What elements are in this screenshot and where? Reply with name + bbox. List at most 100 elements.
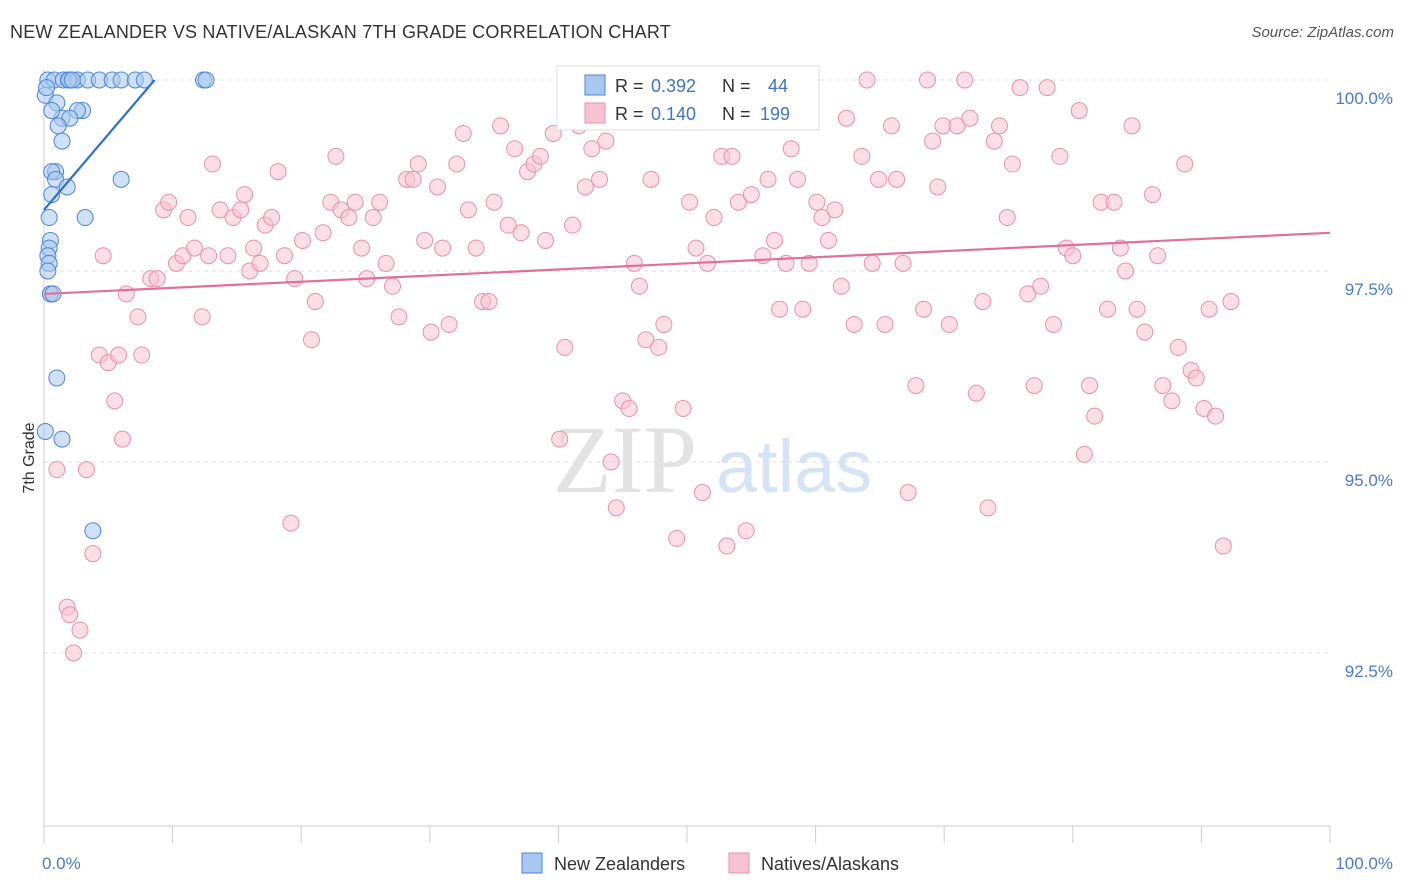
x-tick-label-1: 100.0% (1335, 854, 1393, 873)
pink-point-151 (974, 293, 992, 311)
pink-point-183 (1176, 155, 1194, 173)
pink-point-31 (232, 201, 250, 219)
trend-line-pink (43, 231, 1331, 296)
pink-point-121 (789, 170, 807, 188)
pink-point-130 (845, 315, 863, 333)
pink-point-103 (681, 193, 699, 211)
pink-point-137 (888, 170, 906, 188)
pink-point-67 (454, 124, 472, 142)
blue-point-14 (63, 71, 81, 89)
pink-point-181 (1163, 392, 1181, 410)
pink-point-159 (1025, 377, 1043, 395)
pink-point-174 (1117, 262, 1135, 280)
pink-point-75 (506, 140, 524, 158)
blue-point-24 (58, 178, 76, 196)
blue-point-38 (36, 422, 54, 440)
legend-n-value-2: 199 (760, 104, 790, 124)
watermark-zip: ZIP (553, 406, 697, 513)
pink-point-155 (998, 209, 1016, 227)
pink-point-113 (742, 186, 760, 204)
pink-point-177 (1136, 323, 1154, 341)
pink-point-55 (377, 254, 395, 272)
chart-title: NEW ZEALANDER VS NATIVE/ALASKAN 7TH GRAD… (10, 22, 671, 42)
blue-point-37 (53, 430, 71, 448)
pink-point-5 (71, 621, 89, 639)
pink-point-124 (808, 193, 826, 211)
pink-point-101 (668, 529, 686, 547)
pink-point-39 (275, 247, 293, 265)
pink-point-158 (1019, 285, 1037, 303)
pink-point-140 (907, 377, 925, 395)
tick-labels: 92.5% 95.0% 97.5% 100.0% 0.0% 100.0% (42, 89, 1393, 873)
y-axis-title: 7th Grade (21, 422, 38, 493)
pink-point-107 (705, 209, 723, 227)
pink-point-72 (485, 193, 503, 211)
pink-point-1 (48, 461, 66, 479)
pink-point-27 (203, 155, 221, 173)
pink-point-43 (302, 331, 320, 349)
pink-point-163 (1051, 147, 1069, 165)
pink-point-120 (782, 140, 800, 158)
pink-point-73 (492, 117, 510, 135)
source-label: Source: ZipAtlas.com (1251, 24, 1394, 41)
pink-point-111 (729, 193, 747, 211)
pink-point-161 (1038, 79, 1056, 97)
pink-point-24 (185, 239, 203, 257)
legend-swatch-pink (584, 102, 606, 124)
pink-point-71 (480, 293, 498, 311)
pink-point-132 (858, 71, 876, 89)
pink-point-84 (564, 216, 582, 234)
pink-point-47 (327, 147, 345, 165)
pink-point-12 (110, 346, 128, 364)
pink-point-112 (737, 522, 755, 540)
pink-point-150 (967, 384, 985, 402)
pink-point-142 (918, 71, 936, 89)
pink-point-4 (65, 644, 83, 662)
pink-point-83 (556, 338, 574, 356)
blue-point-26 (112, 170, 130, 188)
pink-point-28 (211, 201, 229, 219)
pink-point-98 (650, 338, 668, 356)
pink-point-110 (723, 147, 741, 165)
pink-point-9 (94, 247, 112, 265)
pink-point-128 (832, 277, 850, 295)
pink-point-176 (1128, 300, 1146, 318)
legend-r-label-1: R = (615, 76, 644, 96)
pink-point-139 (899, 484, 917, 502)
pink-point-122 (794, 300, 812, 318)
pink-point-82 (551, 430, 569, 448)
pink-point-168 (1081, 377, 1099, 395)
pink-point-187 (1200, 300, 1218, 318)
pink-point-133 (863, 254, 881, 272)
watermark-atlas: atlas (716, 425, 872, 508)
pink-point-14 (117, 285, 135, 303)
pink-point-6 (77, 461, 95, 479)
legend-n-value-1: 44 (768, 76, 788, 96)
pink-point-152 (979, 499, 997, 517)
correlation-legend: R = 0.392 N = 44 R = 0.140 N = 199 (556, 65, 820, 131)
pink-point-102 (674, 400, 692, 418)
pink-point-45 (314, 224, 332, 242)
pink-point-180 (1154, 377, 1172, 395)
pink-point-79 (531, 147, 549, 165)
pink-point-116 (759, 170, 777, 188)
pink-point-69 (467, 239, 485, 257)
pink-point-126 (819, 231, 837, 249)
legend-swatch-blue (584, 74, 606, 96)
pink-point-189 (1214, 537, 1232, 555)
pink-point-171 (1099, 300, 1117, 318)
blue-point-12 (197, 71, 215, 89)
pink-point-76 (512, 224, 530, 242)
pink-point-25 (193, 308, 211, 326)
bottom-legend-swatch-blue (521, 852, 543, 874)
pink-point-32 (236, 186, 254, 204)
pink-point-185 (1187, 369, 1205, 387)
pink-point-29 (219, 247, 237, 265)
pink-point-38 (269, 163, 287, 181)
pink-point-90 (602, 453, 620, 471)
pink-point-66 (448, 155, 466, 173)
y-tick-label-3: 100.0% (1335, 89, 1393, 108)
pink-point-182 (1169, 338, 1187, 356)
pink-point-167 (1075, 445, 1093, 463)
